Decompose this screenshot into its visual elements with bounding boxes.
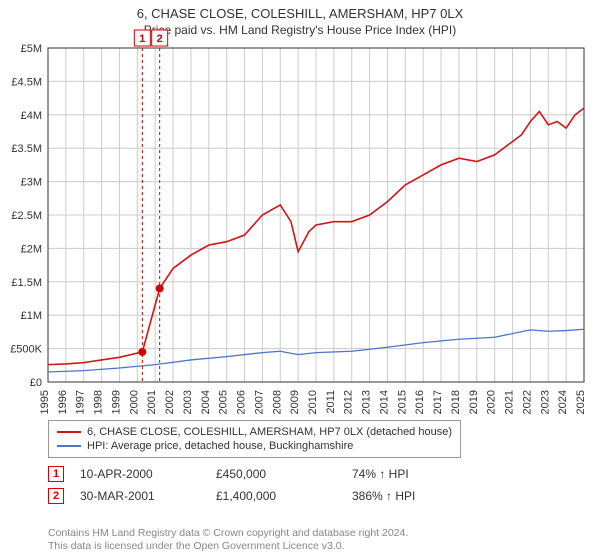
svg-text:1996: 1996 [57, 390, 69, 414]
svg-text:2015: 2015 [396, 390, 408, 414]
chart: £0£500K£1M£1.5M£2M£2.5M£3M£3.5M£4M£4.5M£… [48, 48, 584, 408]
svg-text:2017: 2017 [432, 390, 444, 414]
svg-text:£2.5M: £2.5M [11, 210, 42, 222]
svg-text:2018: 2018 [450, 390, 462, 414]
svg-text:2024: 2024 [557, 390, 569, 414]
legend-swatch [57, 431, 81, 433]
svg-text:1997: 1997 [75, 390, 87, 414]
svg-text:2011: 2011 [325, 390, 337, 414]
svg-text:£0: £0 [30, 377, 42, 389]
sale-badge: 1 [48, 466, 64, 482]
svg-text:2005: 2005 [218, 390, 230, 414]
legend-row: 6, CHASE CLOSE, COLESHILL, AMERSHAM, HP7… [57, 425, 452, 439]
sale-row: 1 10-APR-2000 £450,000 74% ↑ HPI [48, 466, 415, 482]
svg-text:£1M: £1M [21, 310, 42, 322]
svg-text:£2M: £2M [21, 243, 42, 255]
svg-text:£3.5M: £3.5M [11, 143, 42, 155]
svg-text:1998: 1998 [93, 390, 105, 414]
svg-text:2: 2 [157, 33, 163, 45]
svg-text:2023: 2023 [539, 390, 551, 414]
svg-text:2002: 2002 [164, 390, 176, 414]
svg-text:2014: 2014 [378, 390, 390, 414]
svg-text:2010: 2010 [307, 390, 319, 414]
svg-text:2004: 2004 [200, 390, 212, 414]
sale-badge: 2 [48, 488, 64, 504]
sale-date: 10-APR-2000 [80, 467, 200, 481]
footnote-line: This data is licensed under the Open Gov… [48, 540, 408, 554]
sale-pct: 74% ↑ HPI [352, 467, 409, 481]
legend-label: 6, CHASE CLOSE, COLESHILL, AMERSHAM, HP7… [87, 426, 452, 438]
sale-row: 2 30-MAR-2001 £1,400,000 386% ↑ HPI [48, 488, 415, 504]
svg-text:£4M: £4M [21, 110, 42, 122]
legend-swatch [57, 445, 81, 447]
chart-title-1: 6, CHASE CLOSE, COLESHILL, AMERSHAM, HP7… [0, 6, 600, 21]
legend: 6, CHASE CLOSE, COLESHILL, AMERSHAM, HP7… [48, 420, 461, 458]
svg-text:1999: 1999 [110, 390, 122, 414]
chart-title-2: Price paid vs. HM Land Registry's House … [0, 23, 600, 37]
svg-text:1995: 1995 [39, 390, 51, 414]
svg-text:2007: 2007 [253, 390, 265, 414]
footnote: Contains HM Land Registry data © Crown c… [48, 527, 408, 554]
svg-text:1: 1 [139, 33, 145, 45]
sale-price: £450,000 [216, 467, 336, 481]
svg-text:2012: 2012 [343, 390, 355, 414]
svg-text:2001: 2001 [146, 390, 158, 414]
svg-text:£1.5M: £1.5M [11, 277, 42, 289]
svg-text:2006: 2006 [236, 390, 248, 414]
svg-text:£4.5M: £4.5M [11, 76, 42, 88]
sales-table: 1 10-APR-2000 £450,000 74% ↑ HPI 2 30-MAR-200… [48, 466, 415, 510]
svg-text:£3M: £3M [21, 177, 42, 189]
svg-text:2008: 2008 [271, 390, 283, 414]
svg-text:2021: 2021 [504, 390, 516, 414]
sale-pct: 386% ↑ HPI [352, 489, 415, 503]
svg-text:£500K: £500K [10, 344, 42, 356]
legend-label: HPI: Average price, detached house, Buck… [87, 440, 353, 452]
svg-text:2019: 2019 [468, 390, 480, 414]
svg-text:2022: 2022 [521, 390, 533, 414]
sale-price: £1,400,000 [216, 489, 336, 503]
svg-text:2003: 2003 [182, 390, 194, 414]
sale-date: 30-MAR-2001 [80, 489, 200, 503]
svg-text:£5M: £5M [21, 43, 42, 55]
svg-text:2020: 2020 [486, 390, 498, 414]
svg-text:2009: 2009 [289, 390, 301, 414]
svg-text:2025: 2025 [575, 390, 587, 414]
legend-row: HPI: Average price, detached house, Buck… [57, 439, 452, 453]
footnote-line: Contains HM Land Registry data © Crown c… [48, 527, 408, 541]
svg-text:2016: 2016 [414, 390, 426, 414]
svg-text:2000: 2000 [128, 390, 140, 414]
svg-text:2013: 2013 [361, 390, 373, 414]
